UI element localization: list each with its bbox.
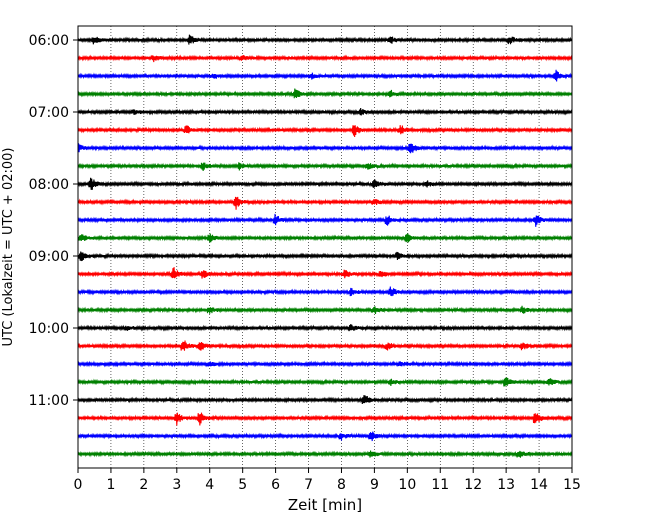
trace-0745: [77, 162, 573, 171]
x-tick-label: 9: [370, 477, 379, 493]
trace-0615: [77, 54, 573, 63]
trace-0945: [77, 305, 573, 315]
trace-1130: [77, 431, 573, 442]
x-tick-label: 7: [304, 477, 313, 493]
x-tick-label: 10: [398, 477, 416, 493]
trace-0600: [77, 34, 573, 45]
x-axis-ticks: 0 1 2 3 4 5 6 7 8 9 10 11 12 13 14 15: [74, 468, 581, 493]
trace-0800: [77, 177, 573, 190]
x-axis-label: Zeit [min]: [288, 496, 362, 514]
x-tick-label: 8: [337, 477, 346, 493]
y-tick-label: 06:00: [29, 33, 69, 49]
x-tick-label: 3: [172, 477, 181, 493]
trace-1015: [77, 340, 573, 351]
x-tick-label: 15: [563, 477, 581, 493]
x-tick-label: 6: [271, 477, 280, 493]
x-tick-label: 5: [238, 477, 247, 493]
trace-0900: [77, 251, 573, 262]
x-tick-label: 13: [497, 477, 515, 493]
y-tick-label: 11:00: [29, 393, 69, 409]
trace-0700: [77, 107, 573, 116]
plot-frame: [77, 25, 573, 469]
trace-0815: [77, 196, 573, 210]
trace-1115: [77, 412, 573, 426]
trace-0930: [77, 286, 573, 297]
trace-0630: [77, 69, 573, 82]
trace-0645: [77, 88, 573, 99]
trace-1045: [77, 377, 573, 387]
x-tick-label: 2: [139, 477, 148, 493]
y-tick-label: 08:00: [29, 177, 69, 193]
trace-0715: [77, 125, 573, 138]
trace-0845: [77, 233, 573, 243]
x-tick-label: 14: [530, 477, 548, 493]
trace-1030: [77, 360, 573, 368]
y-tick-label: 10:00: [29, 321, 69, 337]
y-tick-label: 07:00: [29, 105, 69, 121]
trace-1000: [77, 323, 573, 332]
y-tick-label: 09:00: [29, 249, 69, 265]
trace-1100: [77, 395, 573, 404]
x-tick-label: 12: [464, 477, 482, 493]
seismic-traces: [77, 34, 573, 458]
trace-1145: [77, 450, 573, 458]
trace-0730: [77, 143, 573, 154]
x-tick-label: 11: [431, 477, 449, 493]
y-axis-ticks: 06:00 07:00 08:00 09:00 10:00 11:00: [29, 33, 78, 409]
trace-0830: [77, 213, 573, 227]
x-tick-label: 4: [205, 477, 214, 493]
x-tick-label: 1: [106, 477, 115, 493]
x-tick-label: 0: [74, 477, 83, 493]
trace-0915: [77, 267, 573, 279]
y-axis-label: UTC (Lokalzeit = UTC + 02:00): [1, 148, 16, 347]
